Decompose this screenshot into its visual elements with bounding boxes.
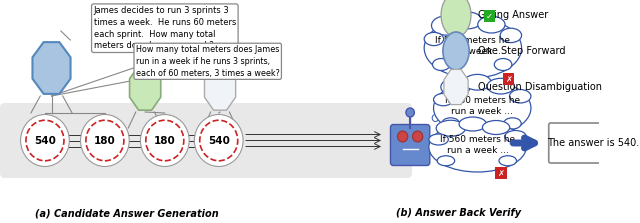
Text: 540: 540 — [34, 136, 56, 145]
Text: If 540 meters he
run a week ...: If 540 meters he run a week ... — [435, 36, 510, 56]
Polygon shape — [444, 69, 468, 105]
Ellipse shape — [483, 120, 509, 134]
Ellipse shape — [431, 16, 461, 35]
Ellipse shape — [454, 12, 482, 29]
Text: The answer is 540.: The answer is 540. — [547, 138, 639, 148]
Ellipse shape — [429, 122, 526, 172]
Text: If 180 meters he
run a week ...: If 180 meters he run a week ... — [445, 96, 520, 116]
Ellipse shape — [442, 118, 460, 129]
Circle shape — [432, 114, 438, 122]
Circle shape — [445, 103, 450, 107]
Circle shape — [406, 108, 414, 117]
Ellipse shape — [499, 156, 516, 166]
Ellipse shape — [477, 16, 505, 33]
Text: 540: 540 — [208, 136, 230, 145]
Ellipse shape — [433, 93, 453, 106]
Ellipse shape — [464, 74, 491, 90]
Text: ...: ... — [214, 110, 223, 120]
Text: Question Disambiguation: Question Disambiguation — [477, 82, 602, 92]
Text: ✗: ✗ — [505, 74, 512, 83]
Ellipse shape — [494, 58, 512, 70]
Ellipse shape — [509, 89, 531, 103]
Ellipse shape — [429, 134, 449, 145]
FancyBboxPatch shape — [0, 103, 412, 178]
Text: ✗: ✗ — [497, 169, 504, 178]
Circle shape — [81, 114, 129, 167]
Text: If 560 meters he
run a week ...: If 560 meters he run a week ... — [440, 135, 515, 155]
Ellipse shape — [433, 58, 450, 70]
Polygon shape — [129, 66, 161, 110]
Text: ...: ... — [160, 110, 170, 120]
Text: (a) Candidate Answer Generation: (a) Candidate Answer Generation — [35, 208, 218, 218]
Ellipse shape — [459, 117, 486, 131]
Text: (b) Answer Back Verify: (b) Answer Back Verify — [396, 208, 522, 218]
Circle shape — [195, 114, 243, 167]
Polygon shape — [33, 42, 70, 94]
Text: One Step Forward: One Step Forward — [477, 46, 565, 56]
Ellipse shape — [437, 156, 454, 166]
Ellipse shape — [487, 78, 515, 94]
FancyBboxPatch shape — [484, 10, 495, 22]
Polygon shape — [205, 66, 236, 110]
Text: 180: 180 — [94, 136, 116, 145]
Circle shape — [397, 131, 408, 142]
Circle shape — [140, 114, 189, 167]
Text: ...: ... — [100, 110, 109, 120]
FancyBboxPatch shape — [548, 123, 637, 163]
Ellipse shape — [500, 28, 522, 43]
Ellipse shape — [441, 78, 470, 96]
Ellipse shape — [441, 0, 471, 37]
Ellipse shape — [433, 80, 531, 136]
Text: 180: 180 — [154, 136, 176, 145]
Circle shape — [413, 131, 423, 142]
FancyBboxPatch shape — [503, 73, 514, 85]
Text: Giving Answer: Giving Answer — [477, 10, 548, 20]
FancyBboxPatch shape — [495, 167, 507, 179]
FancyBboxPatch shape — [390, 124, 430, 165]
Circle shape — [20, 114, 69, 167]
Ellipse shape — [443, 32, 469, 70]
Text: How many total meters does James
run in a week if he runs 3 sprints,
each of 60 : How many total meters does James run in … — [136, 45, 280, 78]
Ellipse shape — [505, 130, 526, 142]
Ellipse shape — [436, 120, 465, 136]
Text: James decides to run 3 sprints 3
times a week.  He runs 60 meters
each sprint.  : James decides to run 3 sprints 3 times a… — [93, 6, 236, 50]
Ellipse shape — [424, 18, 522, 78]
Ellipse shape — [424, 32, 444, 45]
Text: ...: ... — [40, 110, 49, 120]
Text: ✓: ✓ — [486, 12, 493, 21]
Circle shape — [440, 108, 445, 114]
Ellipse shape — [504, 118, 521, 129]
